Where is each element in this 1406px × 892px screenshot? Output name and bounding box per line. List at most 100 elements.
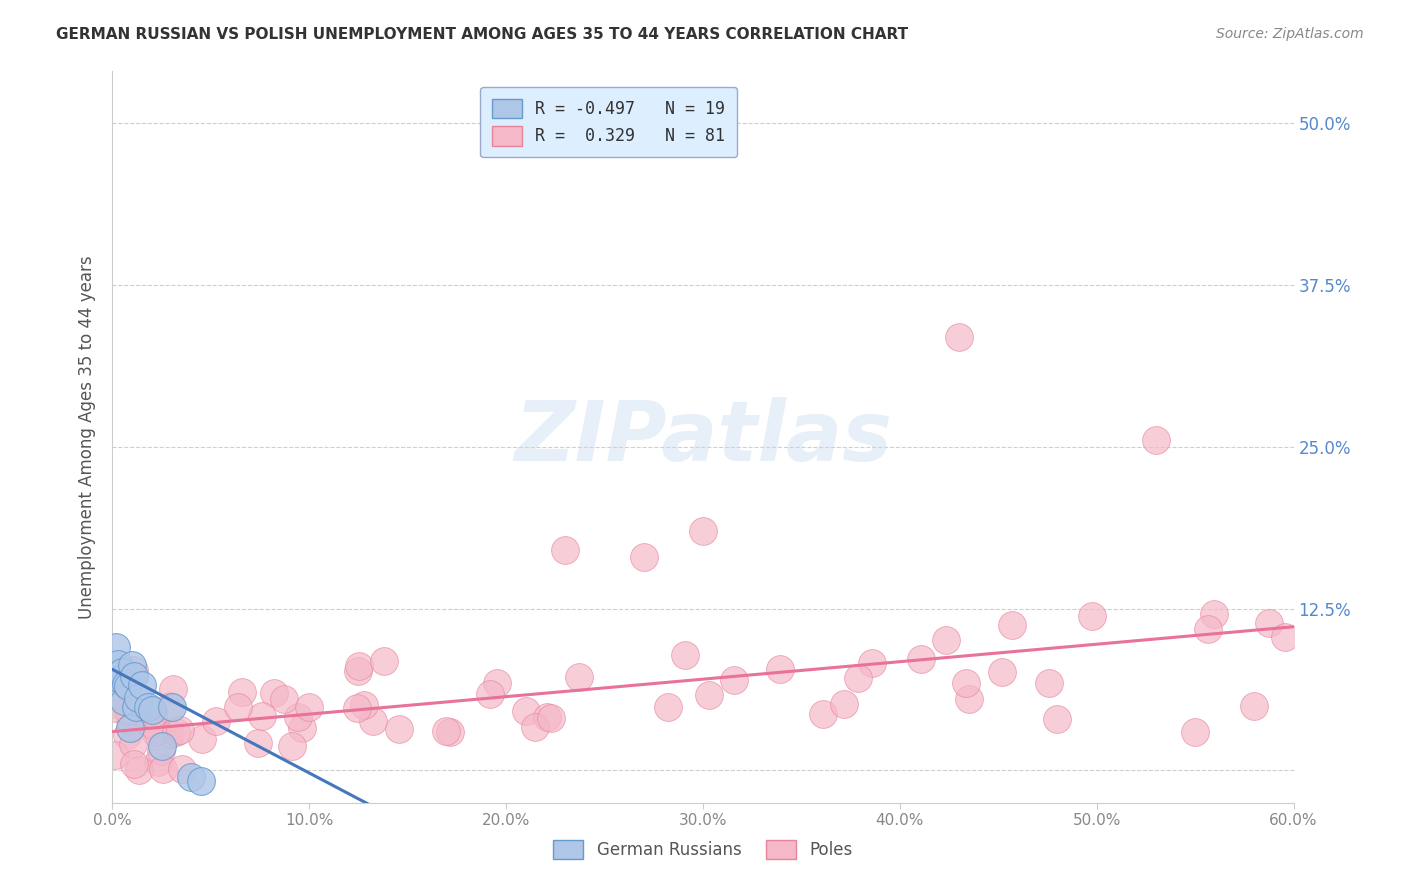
Point — [141, 703, 163, 717]
Point — [104, 697, 127, 711]
Point — [1081, 608, 1104, 623]
Point — [105, 640, 128, 655]
Point — [1038, 675, 1060, 690]
Point — [540, 711, 562, 725]
Point — [1257, 616, 1279, 631]
Point — [117, 704, 139, 718]
Point — [388, 722, 411, 736]
Point — [948, 330, 970, 344]
Point — [110, 672, 132, 686]
Point — [152, 762, 174, 776]
Point — [250, 708, 273, 723]
Point — [910, 652, 932, 666]
Point — [1274, 630, 1296, 644]
Point — [554, 543, 576, 558]
Legend: German Russians, Poles: German Russians, Poles — [546, 831, 860, 868]
Point — [138, 714, 160, 729]
Point — [159, 698, 181, 713]
Point — [247, 735, 270, 749]
Point — [281, 739, 304, 753]
Point — [142, 706, 165, 721]
Text: Source: ZipAtlas.com: Source: ZipAtlas.com — [1216, 27, 1364, 41]
Point — [150, 739, 173, 753]
Point — [832, 697, 855, 711]
Text: GERMAN RUSSIAN VS POLISH UNEMPLOYMENT AMONG AGES 35 TO 44 YEARS CORRELATION CHAR: GERMAN RUSSIAN VS POLISH UNEMPLOYMENT AM… — [56, 27, 908, 42]
Point — [107, 657, 129, 672]
Point — [1202, 607, 1225, 621]
Text: ZIPatlas: ZIPatlas — [515, 397, 891, 477]
Point — [515, 704, 537, 718]
Point — [434, 724, 457, 739]
Point — [120, 721, 142, 735]
Point — [148, 723, 170, 737]
Point — [568, 670, 591, 684]
Point — [673, 648, 696, 662]
Point — [291, 721, 314, 735]
Point — [103, 748, 125, 763]
Point — [180, 770, 202, 784]
Point — [101, 701, 124, 715]
Point — [159, 727, 181, 741]
Point — [150, 744, 173, 758]
Point — [124, 663, 146, 677]
Point — [165, 724, 187, 739]
Point — [536, 710, 558, 724]
Point — [373, 654, 395, 668]
Point — [955, 676, 977, 690]
Point — [148, 755, 170, 769]
Point — [122, 737, 145, 751]
Point — [112, 694, 135, 708]
Point — [190, 731, 212, 746]
Point — [122, 669, 145, 683]
Point — [298, 699, 321, 714]
Point — [131, 678, 153, 692]
Point — [121, 658, 143, 673]
Point — [439, 725, 461, 739]
Point — [115, 728, 138, 742]
Point — [346, 701, 368, 715]
Point — [1243, 698, 1265, 713]
Point — [231, 685, 253, 699]
Point — [1001, 618, 1024, 632]
Point — [1046, 712, 1069, 726]
Point — [991, 665, 1014, 680]
Point — [347, 664, 370, 678]
Point — [143, 725, 166, 739]
Point — [111, 665, 134, 679]
Point — [128, 763, 150, 777]
Point — [723, 673, 745, 687]
Point — [957, 691, 980, 706]
Point — [162, 681, 184, 696]
Point — [120, 713, 142, 727]
Point — [657, 700, 679, 714]
Point — [139, 717, 162, 731]
Point — [226, 700, 249, 714]
Point — [768, 662, 790, 676]
Point — [846, 671, 869, 685]
Point — [117, 679, 139, 693]
Point — [127, 690, 149, 705]
Point — [486, 676, 509, 690]
Point — [204, 714, 226, 728]
Point — [633, 549, 655, 564]
Point — [125, 699, 148, 714]
Point — [170, 762, 193, 776]
Point — [263, 686, 285, 700]
Point — [347, 658, 370, 673]
Point — [353, 698, 375, 712]
Point — [935, 633, 957, 648]
Point — [524, 720, 547, 734]
Point — [811, 707, 834, 722]
Point — [361, 714, 384, 729]
Point — [160, 700, 183, 714]
Point — [122, 756, 145, 771]
Point — [1197, 622, 1219, 636]
Point — [273, 691, 295, 706]
Point — [479, 687, 502, 701]
Point — [287, 710, 309, 724]
Point — [1184, 724, 1206, 739]
Point — [136, 700, 159, 714]
Point — [115, 677, 138, 691]
Y-axis label: Unemployment Among Ages 35 to 44 years: Unemployment Among Ages 35 to 44 years — [77, 255, 96, 619]
Point — [1144, 434, 1167, 448]
